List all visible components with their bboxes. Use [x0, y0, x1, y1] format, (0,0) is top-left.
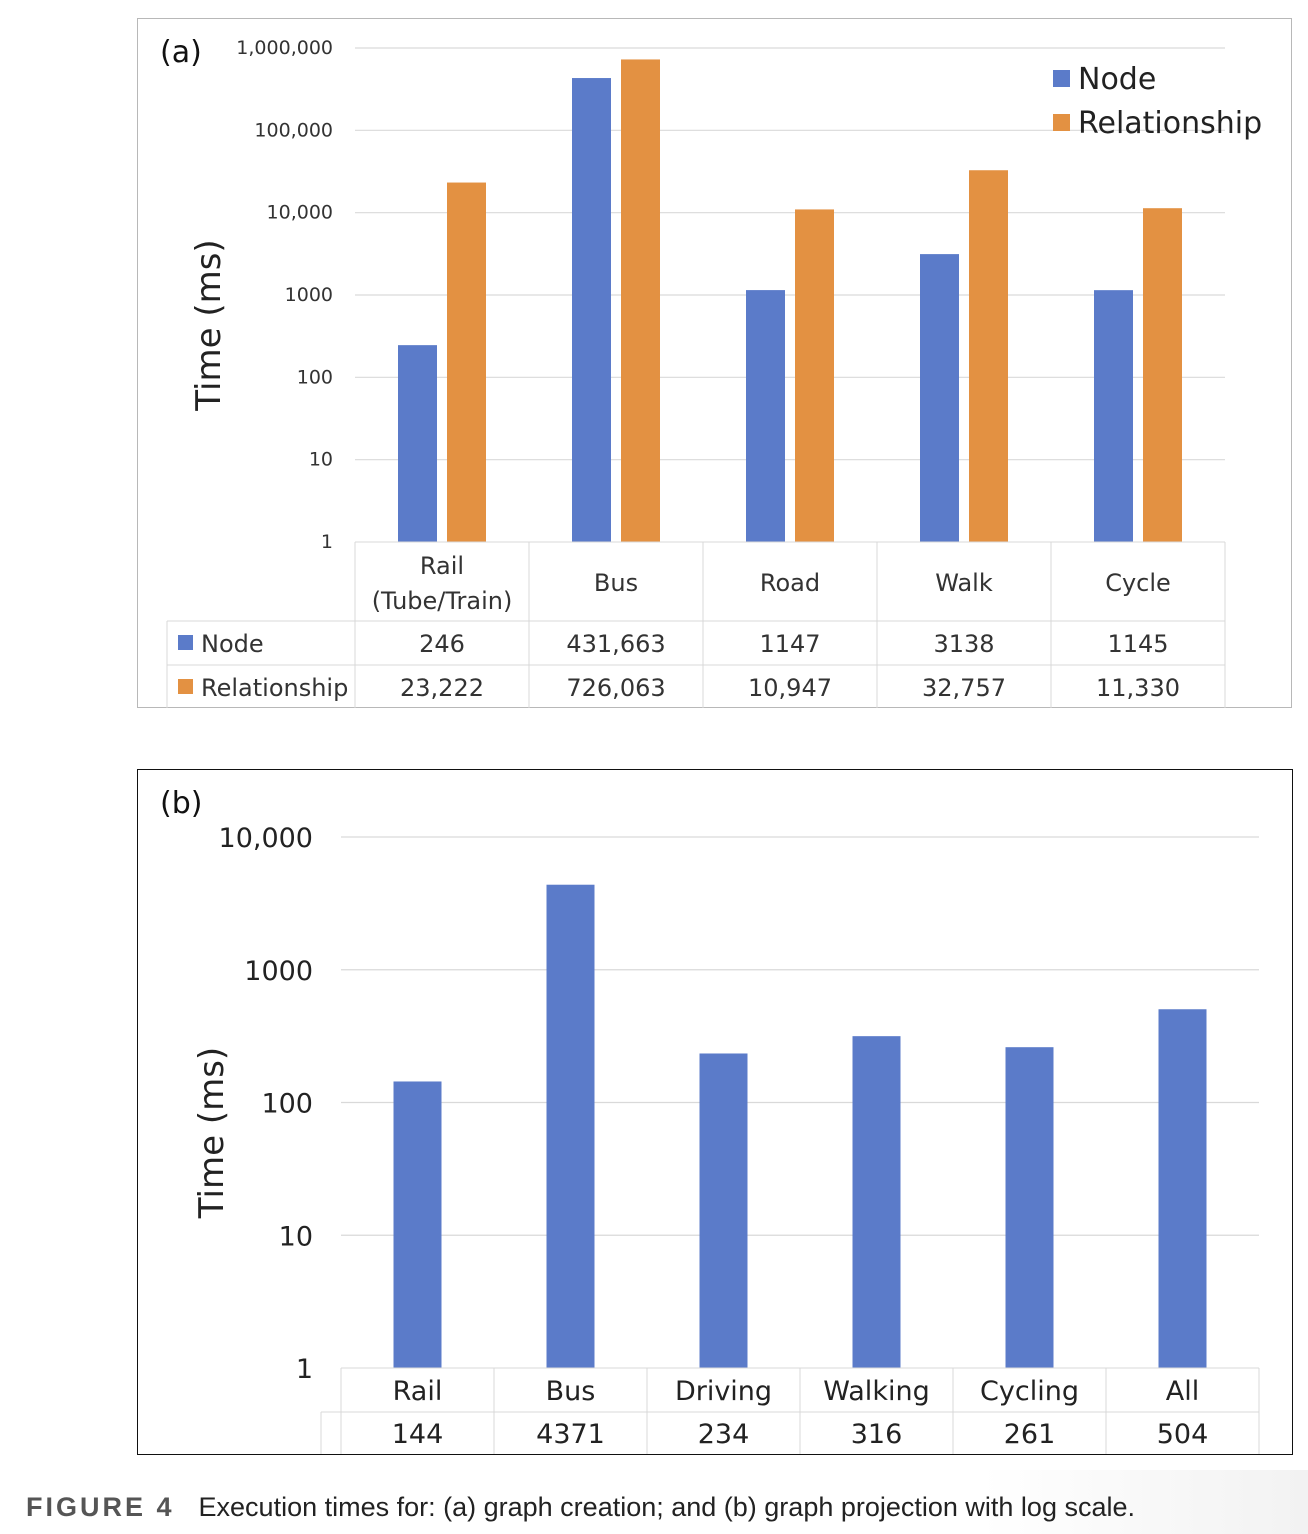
panel-label: (b): [160, 786, 202, 821]
y-axis-label: Time (ms): [192, 1047, 232, 1219]
data-label: 4371: [536, 1419, 605, 1450]
x-tick-label: Rail: [393, 1376, 443, 1407]
y-tick-label: 100,000: [254, 119, 333, 141]
x-tick-label: All: [1166, 1376, 1199, 1407]
y-tick-label: 1000: [244, 956, 313, 987]
bar-5: [1158, 1009, 1207, 1368]
legend-swatch-node: [1053, 70, 1070, 87]
x-tick-label: Rail: [420, 552, 464, 580]
legend-swatch-relationship: [1053, 114, 1070, 131]
data-label: 1147: [759, 630, 820, 658]
caption-text: Execution times for: (a) graph creation;…: [198, 1492, 1136, 1522]
bar-relationship-3: [969, 170, 1008, 542]
legend-label: Node: [1078, 62, 1156, 97]
bar-node-1: [572, 78, 611, 543]
y-tick-label: 10,000: [219, 823, 313, 854]
chart-b-svg: (b) 1 10 100 1000 10,000 Time (ms) Rail 144 Bus 43…: [160, 786, 1260, 1454]
bar-3: [852, 1036, 901, 1368]
data-label: 1145: [1107, 630, 1168, 658]
y-tick-label: 1000: [285, 284, 333, 306]
data-label: 316: [851, 1419, 903, 1450]
table-legend-swatch-relationship: [178, 679, 193, 694]
chart-panel-a: (a) 1 10 100 1000 10,000 100,000 1,000,000 Time …: [137, 18, 1292, 708]
y-tick-label: 100: [261, 1089, 313, 1120]
chart-a-svg: (a) 1 10 100 1000 10,000 100,000 1,000,000 Time …: [160, 35, 1262, 708]
data-label: 23,222: [400, 674, 484, 702]
data-label: 431,663: [566, 630, 665, 658]
legend-label: Relationship: [1078, 106, 1262, 141]
data-label: 3138: [933, 630, 994, 658]
panel-label: (a): [160, 35, 202, 70]
bar-relationship-0: [447, 182, 486, 542]
y-axis-label: Time (ms): [189, 239, 229, 411]
x-tick-label: Cycle: [1105, 569, 1171, 597]
bar-node-4: [1094, 290, 1133, 542]
data-label: 726,063: [566, 674, 665, 702]
data-label: 11,330: [1096, 674, 1180, 702]
bar-node-3: [920, 254, 959, 543]
data-label: 32,757: [922, 674, 1006, 702]
x-tick-label: Walk: [935, 569, 993, 597]
x-tick-label: Driving: [675, 1376, 772, 1407]
y-tick-label: 10: [309, 449, 333, 471]
x-tick-label: Cycling: [980, 1376, 1079, 1407]
y-tick-label: 1: [321, 531, 333, 553]
y-tick-label: 10: [279, 1221, 313, 1252]
bar-relationship-4: [1143, 208, 1182, 543]
x-tick-label: Walking: [823, 1376, 929, 1407]
caption-background: [0, 1470, 1308, 1534]
table-row-label: Relationship: [201, 674, 348, 702]
bar-2: [699, 1053, 748, 1368]
figure-caption: FIGURE 4 Execution times for: (a) graph c…: [26, 1492, 1296, 1532]
bar-node-0: [398, 345, 437, 542]
x-tick-label: Bus: [594, 569, 638, 597]
data-label: 504: [1157, 1419, 1209, 1450]
x-tick-label: Road: [760, 569, 820, 597]
y-tick-label: 1: [296, 1354, 313, 1385]
y-tick-label: 10,000: [267, 202, 333, 224]
table-row-label: Node: [201, 630, 264, 658]
x-tick-label: Bus: [546, 1376, 596, 1407]
table-legend-swatch-node: [178, 635, 193, 650]
chart-panel-b: (b) 1 10 100 1000 10,000 Time (ms) Rail 144 Bus 43…: [137, 769, 1293, 1455]
figure-label: FIGURE 4: [26, 1492, 175, 1522]
x-tick-label: (Tube/Train): [372, 587, 513, 615]
y-tick-label: 1,000,000: [236, 37, 333, 59]
bar-0: [393, 1081, 442, 1368]
bar-relationship-1: [621, 59, 660, 543]
data-label: 144: [392, 1419, 444, 1450]
data-label: 246: [419, 630, 465, 658]
bar-node-2: [746, 290, 785, 542]
bar-1: [546, 884, 595, 1368]
data-label: 234: [698, 1419, 750, 1450]
y-tick-label: 100: [297, 366, 333, 388]
bar-4: [1005, 1047, 1054, 1368]
data-label: 261: [1004, 1419, 1056, 1450]
bar-relationship-2: [795, 209, 834, 542]
data-label: 10,947: [748, 674, 832, 702]
